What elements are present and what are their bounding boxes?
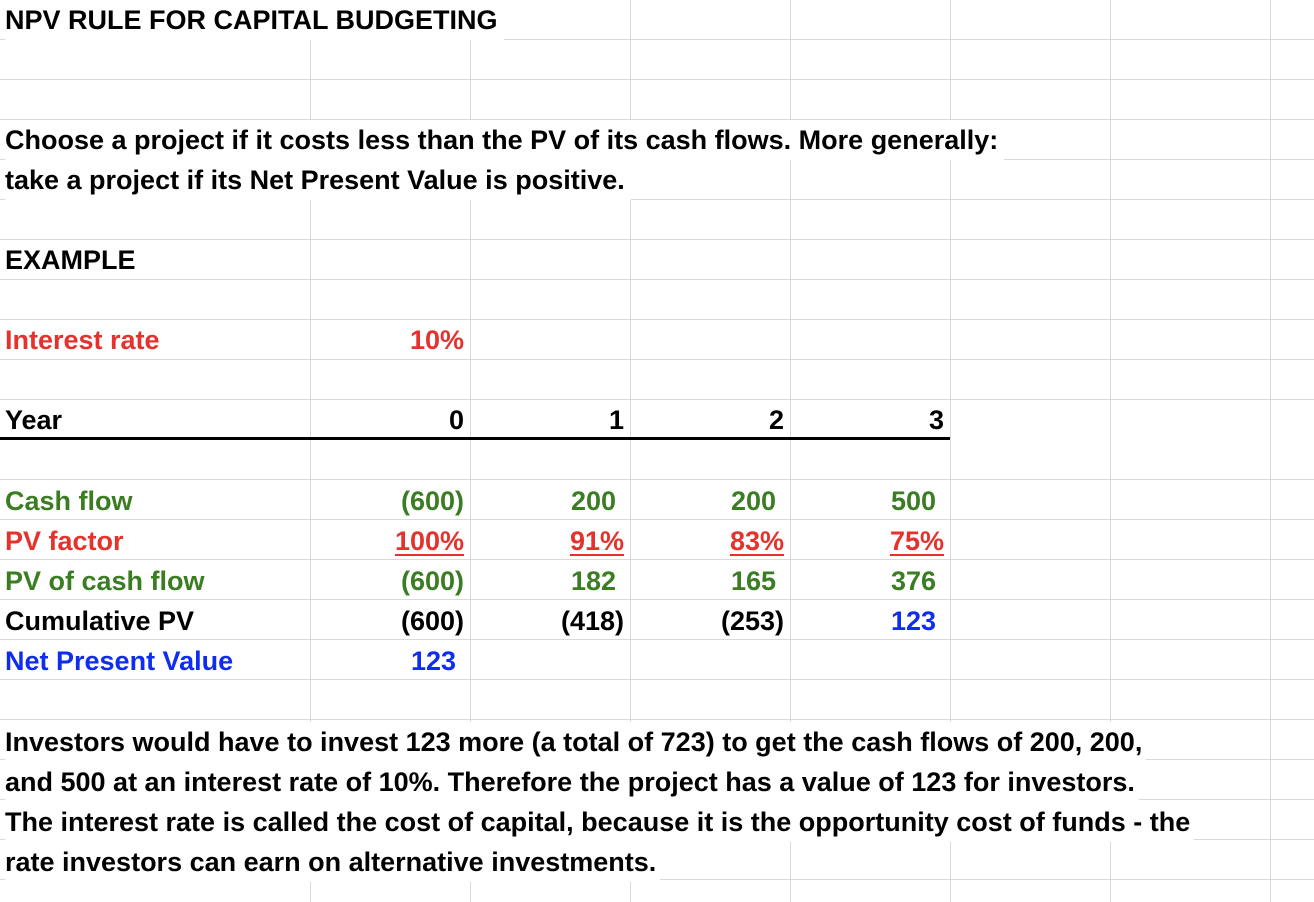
pv-factor-cell[interactable]: 83%	[729, 526, 784, 556]
pv-cash-flow-cell[interactable]: 376	[890, 566, 936, 596]
interest-rate-value[interactable]: 10%	[409, 325, 464, 355]
pv-cash-flow-cell[interactable]: 182	[570, 566, 616, 596]
pv-factor-cell[interactable]: 75%	[889, 526, 944, 556]
cumulative-pv-cell[interactable]: (418)	[560, 606, 624, 636]
row-divider	[0, 39, 1314, 40]
npv-value[interactable]: 123	[410, 646, 456, 676]
row-divider	[0, 519, 1314, 520]
year-cell[interactable]: 0	[448, 405, 464, 435]
row-divider	[0, 479, 1314, 480]
row-divider	[0, 239, 1314, 240]
year-cell[interactable]: 3	[928, 405, 944, 435]
interest-rate-label[interactable]: Interest rate	[5, 325, 160, 355]
pv-cash-flow-cell[interactable]: 165	[730, 566, 776, 596]
row-divider	[0, 79, 1314, 80]
cash-flow-label[interactable]: Cash flow	[5, 486, 133, 516]
year-cell[interactable]: 1	[608, 405, 624, 435]
column-divider	[790, 0, 791, 902]
cumulative-pv-label[interactable]: Cumulative PV	[5, 606, 195, 636]
pv-factor-cell[interactable]: 100%	[394, 526, 464, 556]
cash-flow-cell[interactable]: 200	[570, 486, 616, 516]
sheet-title[interactable]: NPV RULE FOR CAPITAL BUDGETING	[5, 0, 504, 40]
cash-flow-cell[interactable]: (600)	[400, 486, 464, 516]
npv-label[interactable]: Net Present Value	[5, 646, 234, 676]
intro-line-1[interactable]: Choose a project if it costs less than t…	[5, 120, 1005, 160]
explanation-line-2[interactable]: and 500 at an interest rate of 10%. Ther…	[5, 762, 1139, 802]
row-divider	[0, 359, 1314, 360]
year-cell[interactable]: 2	[768, 405, 784, 435]
column-divider	[310, 0, 311, 902]
pv-cash-flow-cell[interactable]: (600)	[400, 566, 464, 596]
row-divider	[0, 679, 1314, 680]
cumulative-pv-cell[interactable]: (253)	[720, 606, 784, 636]
year-label[interactable]: Year	[5, 405, 63, 435]
row-divider	[0, 199, 1314, 200]
cumulative-pv-cell[interactable]: 123	[890, 606, 936, 636]
row-divider	[0, 279, 1314, 280]
cash-flow-cell[interactable]: 200	[730, 486, 776, 516]
pv-cash-flow-label[interactable]: PV of cash flow	[5, 566, 205, 596]
pv-factor-cell[interactable]: 91%	[569, 526, 624, 556]
row-divider	[0, 119, 1314, 120]
row-divider	[0, 319, 1314, 320]
column-divider	[950, 0, 951, 902]
cumulative-pv-cell[interactable]: (600)	[400, 606, 464, 636]
column-divider	[1110, 0, 1111, 902]
column-divider	[630, 0, 631, 902]
row-divider	[0, 559, 1314, 560]
year-row-bottom-border	[0, 437, 950, 440]
cash-flow-cell[interactable]: 500	[890, 486, 936, 516]
column-divider	[1270, 0, 1271, 902]
row-divider	[0, 719, 1314, 720]
pv-factor-label[interactable]: PV factor	[5, 526, 124, 556]
explanation-line-3[interactable]: The interest rate is called the cost of …	[5, 802, 1195, 842]
explanation-line-4[interactable]: rate investors can earn on alternative i…	[5, 842, 661, 882]
example-label[interactable]: EXAMPLE	[5, 245, 136, 275]
row-divider	[0, 399, 1314, 400]
explanation-line-1[interactable]: Investors would have to invest 123 more …	[5, 722, 1147, 762]
row-divider	[0, 599, 1314, 600]
column-divider	[470, 0, 471, 902]
row-divider	[0, 639, 1314, 640]
intro-line-2[interactable]: take a project if its Net Present Value …	[5, 160, 631, 200]
